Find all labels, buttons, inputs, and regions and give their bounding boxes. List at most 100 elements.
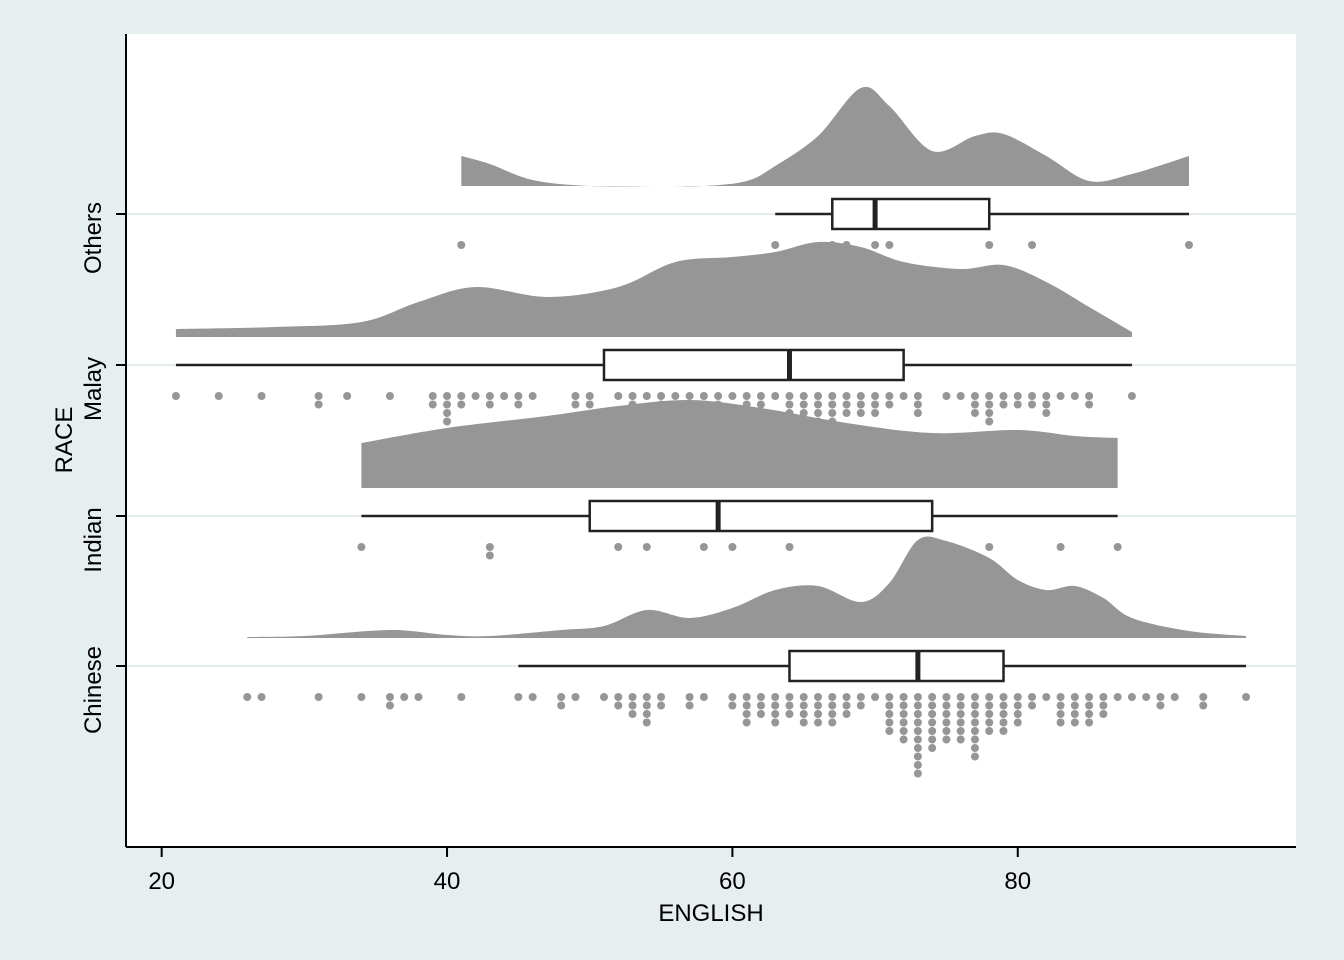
dot-others bbox=[985, 241, 994, 249]
dot-chinese bbox=[913, 761, 922, 769]
dot-others bbox=[871, 241, 880, 249]
dot-chinese bbox=[1199, 701, 1208, 710]
dot-chinese bbox=[785, 701, 794, 710]
dot-indian bbox=[485, 551, 494, 560]
dot-chinese bbox=[1070, 701, 1079, 710]
dot-chinese bbox=[1085, 710, 1094, 718]
dot-chinese bbox=[657, 693, 666, 701]
x-tick-label: 40 bbox=[434, 868, 461, 895]
dot-chinese bbox=[913, 727, 922, 735]
dot-malay bbox=[814, 426, 823, 434]
dot-chinese bbox=[785, 693, 794, 701]
dot-chinese bbox=[928, 710, 937, 718]
dot-chinese bbox=[970, 718, 979, 727]
x-axis-label: ENGLISH bbox=[658, 900, 763, 927]
dot-chinese bbox=[871, 693, 880, 701]
dot-chinese bbox=[1099, 693, 1108, 701]
dot-chinese bbox=[842, 693, 851, 701]
dot-chinese bbox=[385, 693, 394, 701]
dot-chinese bbox=[1156, 693, 1165, 701]
dot-chinese bbox=[414, 693, 423, 701]
density-others bbox=[461, 86, 1189, 187]
dot-chinese bbox=[614, 701, 623, 710]
dot-malay bbox=[799, 417, 808, 426]
dot-malay bbox=[985, 417, 994, 426]
dot-chinese bbox=[913, 693, 922, 701]
dot-chinese bbox=[985, 710, 994, 718]
dot-chinese bbox=[913, 735, 922, 744]
dot-malay bbox=[1085, 400, 1094, 409]
dot-chinese bbox=[899, 718, 908, 727]
dot-chinese bbox=[628, 693, 637, 701]
dot-chinese bbox=[814, 701, 823, 710]
dot-chinese bbox=[1013, 710, 1022, 718]
dot-chinese bbox=[885, 701, 894, 710]
dot-malay bbox=[385, 392, 394, 400]
dot-malay bbox=[1127, 392, 1136, 400]
dot-chinese bbox=[885, 693, 894, 701]
dot-chinese bbox=[628, 710, 637, 718]
dot-chinese bbox=[756, 710, 765, 718]
group-indian bbox=[357, 399, 1122, 560]
dot-chinese bbox=[828, 710, 837, 718]
dot-malay bbox=[785, 392, 794, 400]
density-chinese bbox=[247, 536, 1247, 638]
dot-malay bbox=[671, 400, 680, 409]
dot-malay bbox=[500, 392, 509, 400]
group-others bbox=[457, 86, 1193, 249]
dot-chinese bbox=[771, 718, 780, 727]
dot-chinese bbox=[999, 701, 1008, 710]
dot-chinese bbox=[742, 718, 751, 727]
dot-chinese bbox=[913, 752, 922, 761]
dot-malay bbox=[685, 400, 694, 409]
dot-chinese bbox=[913, 744, 922, 752]
dot-chinese bbox=[814, 718, 823, 727]
dot-malay bbox=[671, 417, 680, 426]
dot-chinese bbox=[970, 701, 979, 710]
dot-malay bbox=[671, 392, 680, 400]
dot-malay bbox=[1028, 400, 1037, 409]
dot-chinese bbox=[642, 701, 651, 710]
dot-chinese bbox=[928, 718, 937, 727]
dot-chinese bbox=[557, 701, 566, 710]
dot-chinese bbox=[243, 693, 252, 701]
dot-chinese bbox=[928, 744, 937, 752]
dot-malay bbox=[699, 392, 708, 400]
dot-indian bbox=[728, 543, 737, 551]
y-tick-label-malay: Malay bbox=[80, 357, 107, 421]
dot-chinese bbox=[942, 718, 951, 727]
dot-chinese bbox=[1156, 701, 1165, 710]
dot-malay bbox=[871, 392, 880, 400]
dot-malay bbox=[742, 400, 751, 409]
dot-malay bbox=[999, 400, 1008, 409]
dot-malay bbox=[913, 400, 922, 409]
dot-malay bbox=[885, 392, 894, 400]
dot-malay bbox=[443, 392, 452, 400]
group-malay bbox=[171, 241, 1136, 434]
dot-malay bbox=[913, 392, 922, 400]
dot-chinese bbox=[685, 701, 694, 710]
dot-malay bbox=[1056, 392, 1065, 400]
dot-malay bbox=[942, 392, 951, 400]
x-tick-label: 20 bbox=[148, 868, 175, 895]
dot-chinese bbox=[1070, 718, 1079, 727]
dot-chinese bbox=[657, 701, 666, 710]
dot-chinese bbox=[956, 701, 965, 710]
box-others bbox=[831, 197, 991, 231]
dot-malay bbox=[842, 400, 851, 409]
dot-chinese bbox=[1028, 693, 1037, 701]
dot-malay bbox=[485, 400, 494, 409]
dot-chinese bbox=[1013, 693, 1022, 701]
dot-malay bbox=[956, 392, 965, 400]
dot-chinese bbox=[799, 701, 808, 710]
dot-malay bbox=[628, 400, 637, 409]
dot-chinese bbox=[614, 693, 623, 701]
dot-chinese bbox=[856, 693, 865, 701]
dot-malay bbox=[828, 400, 837, 409]
dot-chinese bbox=[685, 693, 694, 701]
dot-chinese bbox=[999, 693, 1008, 701]
dot-malay bbox=[528, 392, 537, 400]
dot-malay bbox=[257, 392, 266, 400]
dot-malay bbox=[443, 400, 452, 409]
dot-malay bbox=[443, 417, 452, 426]
